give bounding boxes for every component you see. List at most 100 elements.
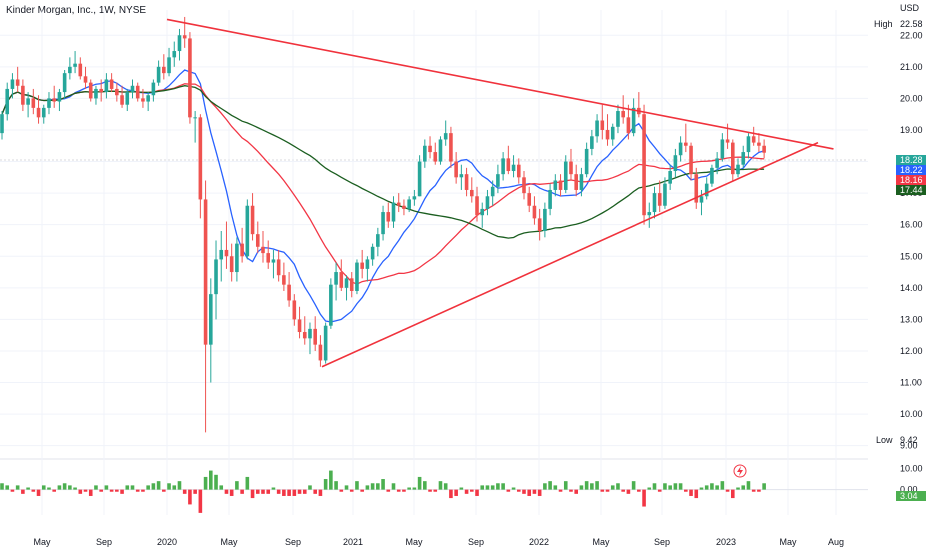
candle-body-31 xyxy=(162,66,166,74)
time-tick-0: May xyxy=(33,537,51,547)
candle-body-23 xyxy=(120,95,124,105)
osc-bar-17 xyxy=(88,489,93,496)
candle-body-104 xyxy=(543,208,547,231)
candle-body-129 xyxy=(673,155,678,172)
candle-body-25 xyxy=(130,85,135,93)
candle-body-49 xyxy=(255,234,260,247)
candle-body-57 xyxy=(297,319,302,333)
osc-bar-30 xyxy=(156,481,161,490)
candle-body-136 xyxy=(710,167,714,184)
candle-body-55 xyxy=(287,284,291,301)
osc-bar-135 xyxy=(704,485,709,490)
osc-bar-78 xyxy=(407,487,411,490)
osc-bar-46 xyxy=(240,489,244,494)
candle-body-20 xyxy=(104,79,109,93)
high-value: 22.58 xyxy=(900,19,923,29)
candle-body-108 xyxy=(563,161,568,190)
osc-bar-14 xyxy=(73,487,77,490)
time-tick-3: May xyxy=(220,537,238,547)
candle-body-91 xyxy=(475,196,479,216)
osc-badge: 3.04 xyxy=(900,491,918,501)
osc-bar-47 xyxy=(245,476,250,490)
osc-bar-84 xyxy=(438,481,443,490)
osc-bar-45 xyxy=(235,481,239,490)
osc-bar-3 xyxy=(15,485,20,490)
candle-body-3 xyxy=(15,79,20,86)
lightning-icon[interactable] xyxy=(733,464,747,478)
candle-body-7 xyxy=(36,107,41,118)
candle-body-96 xyxy=(501,158,505,175)
osc-bar-141 xyxy=(736,487,740,490)
osc-bar-10 xyxy=(52,489,56,492)
osc-bar-75 xyxy=(391,483,396,490)
osc-bar-59 xyxy=(308,485,312,490)
candle-body-145 xyxy=(757,142,761,146)
osc-bar-20 xyxy=(104,485,109,490)
candle-body-106 xyxy=(553,180,558,190)
candle-body-5 xyxy=(26,98,30,105)
osc-bar-100 xyxy=(522,489,526,494)
candle-body-77 xyxy=(402,205,406,209)
osc-bar-36 xyxy=(188,489,192,505)
osc-bar-111 xyxy=(579,485,584,490)
osc-bar-52 xyxy=(271,487,276,490)
candle-body-33 xyxy=(172,51,177,58)
candle-body-144 xyxy=(751,136,756,143)
candle-body-121 xyxy=(631,107,636,134)
osc-bar-139 xyxy=(725,489,730,492)
osc-bar-114 xyxy=(595,481,599,490)
time-tick-7: Sep xyxy=(468,537,484,547)
osc-bar-55 xyxy=(287,489,291,496)
candle-body-120 xyxy=(626,117,631,134)
osc-bar-24 xyxy=(125,485,130,490)
osc-bar-108 xyxy=(563,481,568,490)
osc-bar-70 xyxy=(365,485,370,490)
candle-body-40 xyxy=(209,294,213,345)
ma-slow-line xyxy=(1,85,765,239)
candle-body-62 xyxy=(323,325,328,361)
osc-bar-91 xyxy=(475,489,479,496)
candle-body-86 xyxy=(449,133,453,162)
candle-body-97 xyxy=(506,158,511,172)
osc-bar-96 xyxy=(501,483,505,490)
osc-bar-25 xyxy=(130,485,135,490)
candle-body-67 xyxy=(349,278,354,291)
volume-oscillator xyxy=(0,470,868,513)
osc-bar-69 xyxy=(360,489,364,492)
price-badge-3: 17.44 xyxy=(900,185,923,195)
candle-body-95 xyxy=(496,174,500,187)
candle-body-48 xyxy=(250,205,255,235)
osc-bar-94 xyxy=(490,485,495,490)
candle-body-16 xyxy=(83,76,88,83)
candle-body-127 xyxy=(663,183,667,206)
candle-body-87 xyxy=(454,161,458,178)
osc-bar-29 xyxy=(151,483,156,490)
candle-body-30 xyxy=(156,66,161,83)
candle-body-63 xyxy=(329,284,333,326)
candle-body-10 xyxy=(52,98,56,102)
candle-body-132 xyxy=(689,145,693,175)
candle-body-69 xyxy=(360,262,364,269)
osc-bar-41 xyxy=(214,474,218,490)
price-badge-bg-1 xyxy=(896,165,926,175)
candle-body-124 xyxy=(647,212,652,216)
osc-bar-26 xyxy=(135,489,140,492)
candle-body-68 xyxy=(355,262,359,291)
candle-body-76 xyxy=(396,202,401,206)
candle-body-90 xyxy=(470,189,474,197)
candle-body-56 xyxy=(292,300,297,320)
osc-bar-98 xyxy=(511,487,516,490)
candle-body-98 xyxy=(511,164,516,172)
candle-body-36 xyxy=(188,38,192,118)
osc-bar-97 xyxy=(506,489,511,492)
candle-body-117 xyxy=(610,126,615,140)
osc-bar-7 xyxy=(36,489,41,496)
osc-bar-129 xyxy=(673,483,678,490)
osc-bar-118 xyxy=(616,483,620,490)
osc-bar-134 xyxy=(699,487,704,490)
candle-body-11 xyxy=(57,92,62,102)
osc-tick-1: 0.00 xyxy=(900,485,918,495)
time-tick-8: 2022 xyxy=(529,537,549,547)
candle-body-143 xyxy=(746,136,751,153)
